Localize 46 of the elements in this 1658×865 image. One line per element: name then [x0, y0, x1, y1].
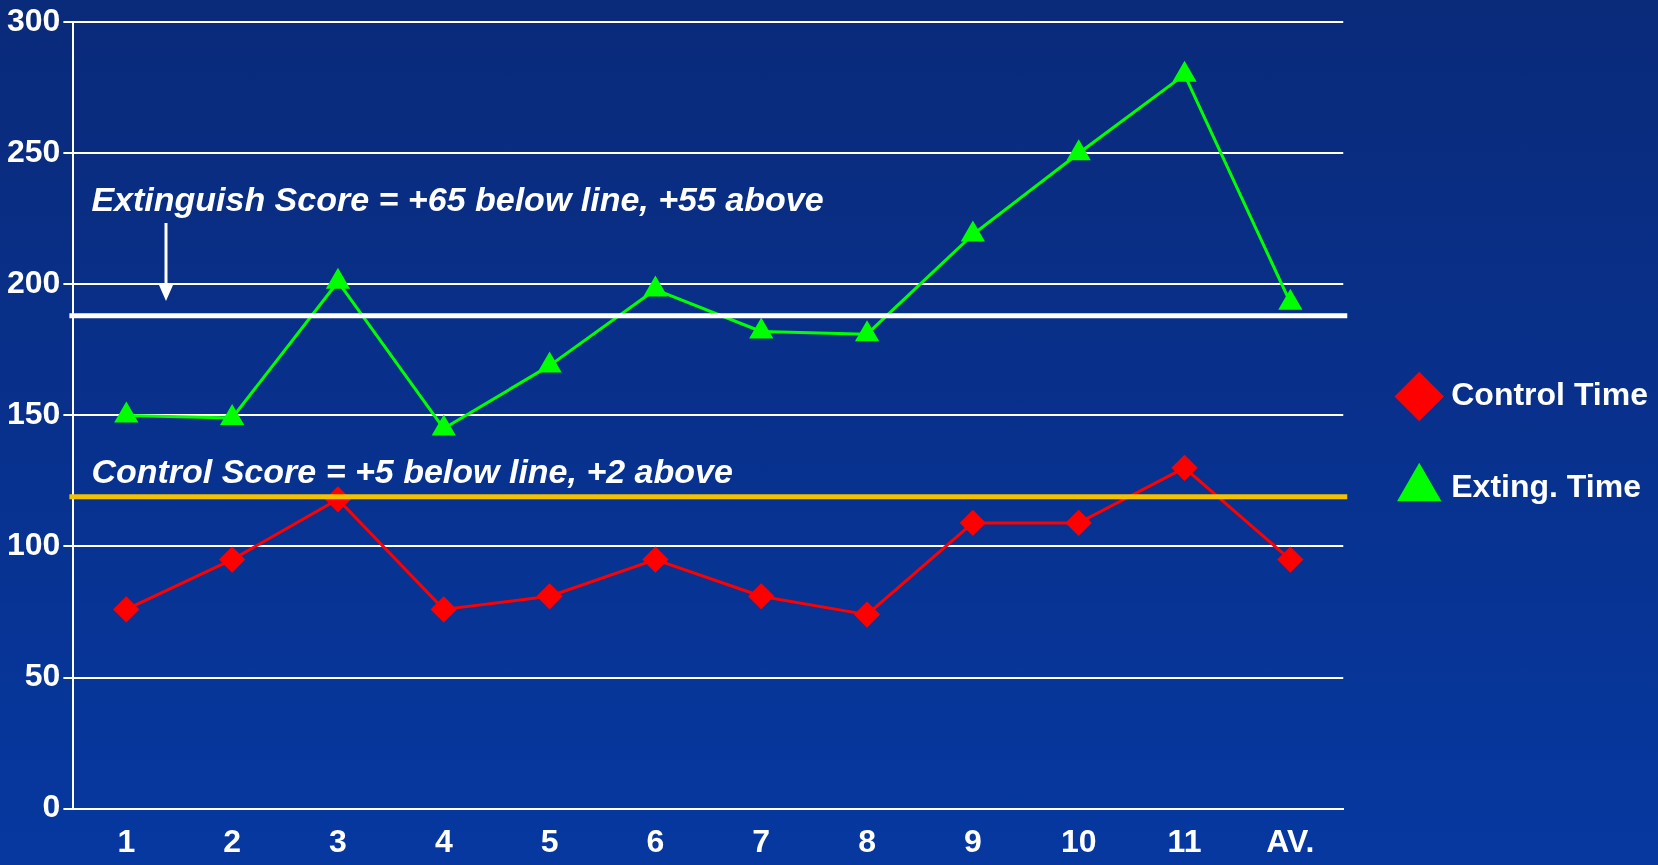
x-tick-label: 4 [434, 822, 453, 859]
point [326, 269, 349, 289]
point [538, 353, 561, 373]
point [537, 583, 563, 609]
point [961, 222, 984, 242]
point [856, 321, 879, 342]
x-tick-label: 9 [963, 822, 982, 859]
point [432, 416, 455, 436]
point [431, 596, 457, 622]
point [1067, 140, 1090, 161]
x-tick-label: 2 [223, 822, 242, 859]
y-tick-label: 100 [7, 526, 61, 563]
point [960, 510, 986, 536]
point [113, 596, 139, 622]
x-tick-label: 10 [1060, 822, 1097, 859]
point [748, 583, 774, 609]
x-tick-label: AV. [1266, 822, 1315, 859]
point [1279, 290, 1302, 310]
point [1066, 510, 1092, 536]
point [219, 547, 245, 573]
x-tick-label: 8 [858, 822, 876, 859]
x-tick-label: 3 [329, 822, 347, 859]
y-tick-label: 300 [7, 2, 61, 39]
annotation: Extinguish Score = +65 below line, +55 above [91, 180, 824, 219]
y-tick-label: 250 [7, 133, 61, 170]
x-tick-label: 7 [752, 822, 771, 859]
point [642, 547, 668, 573]
y-tick-label: 0 [42, 788, 61, 825]
x-tick-label: 6 [646, 822, 665, 859]
point [750, 319, 773, 339]
point [221, 405, 244, 426]
x-tick-label: 11 [1167, 822, 1202, 859]
point [1277, 547, 1303, 573]
legend-label: Control Time [1451, 376, 1648, 413]
point [1173, 62, 1196, 82]
y-tick-label: 200 [7, 264, 61, 301]
y-tick-label: 150 [7, 395, 61, 432]
x-tick-label: 5 [540, 822, 559, 859]
point [854, 602, 880, 628]
ref-line-label: Control Score = +5 below line, +2 above [91, 451, 733, 490]
point [115, 402, 138, 423]
y-tick-label: 50 [24, 657, 61, 694]
point [1172, 455, 1198, 481]
x-tick-label: 1 [117, 822, 136, 859]
legend-label: Exting. Time [1451, 468, 1641, 505]
point [644, 277, 667, 297]
